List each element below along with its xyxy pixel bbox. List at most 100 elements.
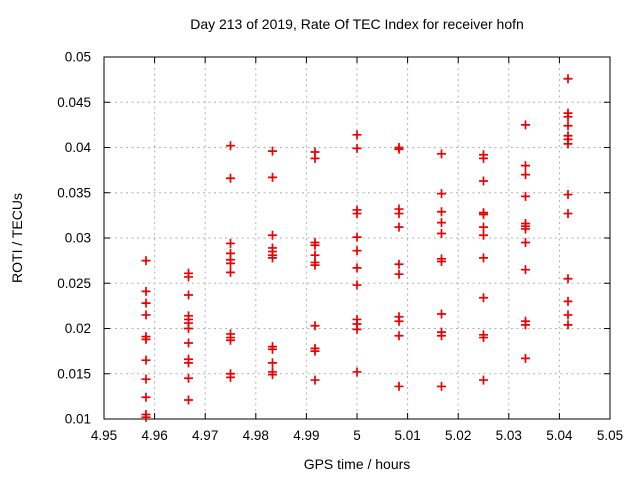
data-point-marker (352, 246, 362, 256)
data-point-marker (437, 331, 447, 341)
data-point-marker (226, 258, 235, 268)
y-tick-label: 0.04 (65, 140, 92, 155)
data-point-marker (310, 346, 320, 356)
chart-title: Day 213 of 2019, Rate Of TEC Index for r… (190, 16, 524, 32)
data-point-marker (267, 146, 277, 156)
data-point-marker (226, 238, 235, 248)
y-tick-label: 0.01 (65, 412, 91, 427)
data-point-marker (267, 370, 277, 380)
data-point-marker (479, 209, 488, 219)
data-point-marker (310, 321, 320, 331)
data-point-marker (394, 331, 404, 341)
data-point-marker (310, 260, 320, 270)
data-point-marker (310, 375, 320, 385)
x-tick-label: 4.98 (243, 428, 269, 443)
data-point-marker (479, 333, 488, 343)
data-point-marker (352, 232, 362, 242)
data-point-marker (226, 372, 235, 382)
data-point-marker (479, 153, 488, 163)
data-point-marker (267, 344, 277, 354)
data-point-marker (141, 298, 151, 308)
x-tick-label: 5.01 (394, 428, 420, 443)
data-point-marker (267, 172, 277, 182)
y-tick-label: 0.045 (57, 95, 91, 110)
data-point-marker (520, 161, 530, 171)
data-point-marker (437, 257, 447, 267)
x-tick-label: 4.96 (141, 428, 167, 443)
data-point-marker (184, 395, 194, 405)
data-point-marker (479, 375, 488, 385)
data-point-marker (267, 253, 277, 263)
data-point-marker (394, 259, 404, 269)
data-point-marker (141, 392, 151, 402)
data-point-marker (352, 143, 362, 153)
y-tick-label: 0.015 (57, 366, 91, 381)
data-point-marker (352, 367, 362, 377)
y-tick-label: 0.025 (57, 276, 91, 291)
data-point-marker (520, 120, 530, 130)
data-point-marker (184, 272, 194, 282)
data-point-marker (184, 338, 194, 348)
data-point-marker (394, 269, 404, 279)
data-point-marker (437, 228, 447, 238)
data-point-marker (352, 263, 362, 273)
x-tick-label: 5 (353, 428, 361, 443)
data-point-marker (437, 218, 447, 228)
data-point-marker (479, 176, 488, 186)
data-point-marker (563, 209, 573, 219)
data-point-marker (563, 139, 573, 149)
data-point-marker (520, 224, 530, 234)
data-point-marker (352, 130, 362, 140)
data-point-marker (267, 358, 277, 368)
y-tick-label: 0.035 (57, 185, 91, 200)
x-tick-label: 5.03 (496, 428, 522, 443)
data-point-marker (141, 374, 151, 384)
y-tick-label: 0.05 (65, 50, 91, 65)
data-point-marker (563, 310, 573, 320)
data-point-marker (437, 149, 447, 159)
data-point-marker (437, 189, 447, 199)
data-point-marker (184, 324, 194, 333)
data-point-marker (437, 207, 447, 217)
data-point-marker (226, 267, 235, 277)
data-point-marker (437, 309, 447, 319)
y-tick-label: 0.03 (65, 231, 91, 246)
x-tick-label: 4.97 (192, 428, 218, 443)
data-point-marker (226, 173, 235, 183)
data-point-marker (141, 286, 151, 296)
data-point-marker (479, 230, 488, 240)
x-tick-label: 5.04 (546, 428, 573, 443)
data-point-marker (563, 274, 573, 284)
data-point-marker (352, 280, 362, 290)
data-point-marker (310, 153, 320, 163)
data-point-marker (520, 238, 530, 248)
data-point-marker (394, 222, 404, 232)
y-tick-label: 0.02 (65, 321, 91, 336)
data-point-marker (563, 190, 573, 200)
data-point-marker (563, 320, 573, 330)
data-point-marker (520, 191, 530, 201)
data-point-marker (479, 293, 488, 303)
data-point-marker (520, 265, 530, 275)
x-tick-label: 5.02 (445, 428, 471, 443)
data-point-marker (479, 253, 488, 263)
data-point-marker (352, 324, 362, 334)
x-tick-label: 4.99 (293, 428, 319, 443)
x-tick-label: 4.95 (91, 428, 117, 443)
data-point-marker (310, 240, 320, 250)
data-point-marker (226, 141, 235, 151)
data-point-marker (141, 334, 151, 344)
data-point-marker (563, 112, 573, 122)
data-point-marker (141, 412, 151, 422)
data-point-marker (141, 256, 151, 266)
x-tick-label: 5.05 (597, 428, 623, 443)
data-point-marker (184, 290, 194, 300)
data-point-marker (563, 74, 573, 84)
data-point-marker (520, 353, 530, 363)
data-point-marker (352, 209, 362, 219)
data-point-marker (394, 144, 404, 154)
data-point-marker (394, 381, 404, 391)
data-point-marker (184, 373, 194, 383)
data-point-marker (563, 121, 573, 131)
